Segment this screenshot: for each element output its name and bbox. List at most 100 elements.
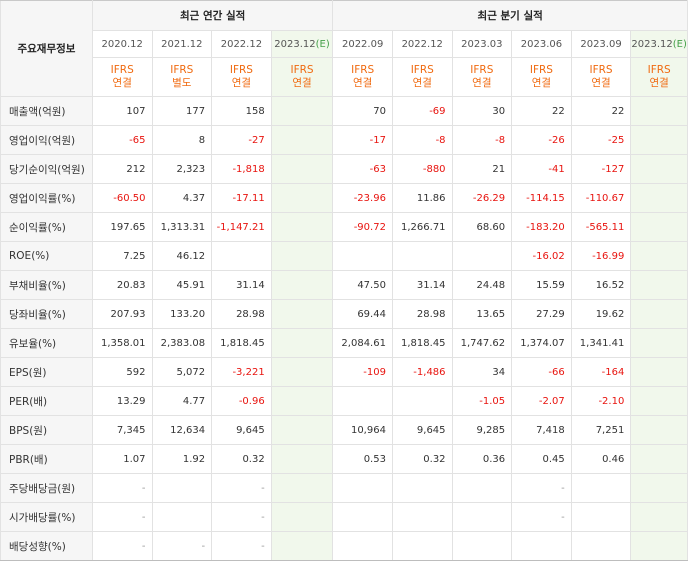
- value-cell: 1,747.62: [451, 328, 513, 358]
- estimate-mark: (E): [672, 38, 687, 50]
- value-cell: -109: [332, 357, 393, 387]
- value-cell: 2,383.08: [151, 328, 213, 358]
- value-cell: 0.45: [511, 444, 572, 474]
- value-cell: [630, 183, 688, 213]
- accounting-standard: IFRS: [229, 64, 253, 76]
- value-cell: 10,964: [332, 415, 393, 445]
- value-cell: [332, 241, 393, 271]
- row-label: 영업이익(억원): [0, 125, 93, 155]
- value-cell: 2,323: [151, 154, 213, 184]
- value-cell: 0.32: [391, 444, 453, 474]
- accounting-standard: IFRS: [170, 64, 194, 76]
- value-cell: 0.32: [211, 444, 272, 474]
- estimate-mark: (E): [315, 38, 330, 50]
- value-cell: 16.52: [570, 270, 632, 300]
- value-cell: 11.86: [391, 183, 453, 213]
- value-cell: -164: [570, 357, 632, 387]
- value-cell: 207.93: [91, 299, 153, 329]
- value-cell: 13.29: [91, 386, 153, 416]
- table-row: 순이익률(%) 197.65 1,313.31 -1,147.21 -90.72 1,26…: [0, 212, 688, 242]
- value-cell: 22: [570, 96, 632, 126]
- accounting-standard: IFRS: [589, 64, 613, 76]
- value-cell: -1,818: [211, 154, 272, 184]
- period-label: 2021.12: [161, 38, 203, 50]
- table-row: ROE(%) 7.25 46.12 -16.02 -16.99: [0, 241, 688, 271]
- consolidation-type: 연결: [412, 77, 432, 89]
- period-label: 2023.09: [580, 38, 622, 50]
- value-cell: [630, 96, 688, 126]
- row-label: PER(배): [0, 386, 93, 416]
- row-label: 배당성향(%): [0, 531, 93, 561]
- period-header-quarterly-5: 2023.12(E): [630, 30, 688, 58]
- value-cell: 12,634: [151, 415, 213, 445]
- value-cell: [630, 328, 688, 358]
- corner-label: 주요재무정보: [0, 0, 93, 97]
- basis-header-quarterly-2: IFRS 연결: [451, 57, 513, 97]
- value-cell: 133.20: [151, 299, 213, 329]
- period-label: 2022.12: [220, 38, 263, 50]
- period-label: 2022.09: [341, 38, 384, 50]
- value-cell: [630, 357, 688, 387]
- accounting-standard: IFRS: [110, 64, 134, 76]
- value-cell: 7,345: [91, 415, 153, 445]
- value-cell: 31.14: [211, 270, 272, 300]
- value-cell: 13.65: [451, 299, 513, 329]
- value-cell: [570, 502, 632, 532]
- value-cell: 28.98: [211, 299, 272, 329]
- period-label: 2023.12: [274, 38, 316, 50]
- table-row: PBR(배) 1.07 1.92 0.32 0.53 0.32 0.36 0.45 0.46: [0, 444, 688, 474]
- value-cell: -66: [511, 357, 572, 387]
- value-cell: -3,221: [211, 357, 272, 387]
- value-cell: [630, 444, 688, 474]
- value-cell: -: [151, 531, 213, 561]
- value-cell: -880: [391, 154, 453, 184]
- value-cell: -26: [511, 125, 572, 155]
- table-row: BPS(원) 7,345 12,634 9,645 10,964 9,645 9,285 7,…: [0, 415, 688, 445]
- value-cell: 28.98: [391, 299, 453, 329]
- value-cell: [270, 328, 334, 358]
- row-label: BPS(원): [0, 415, 93, 445]
- value-cell: [630, 212, 688, 242]
- consolidation-type: 연결: [649, 77, 669, 89]
- value-cell: -: [91, 473, 153, 503]
- period-header-quarterly-1: 2022.12: [391, 30, 453, 58]
- value-cell: 34: [451, 357, 513, 387]
- value-cell: 30: [451, 96, 513, 126]
- value-cell: 46.12: [151, 241, 213, 271]
- table-row: 시가배당률(%) - - -: [0, 502, 688, 532]
- value-cell: -17.11: [211, 183, 272, 213]
- table-row: 당기순이익(억원) 212 2,323 -1,818 -63 -880 21 -41 -127: [0, 154, 688, 184]
- value-cell: -1,486: [391, 357, 453, 387]
- basis-header-quarterly-4: IFRS 연결: [570, 57, 632, 97]
- row-label: 부채비율(%): [0, 270, 93, 300]
- accounting-standard: IFRS: [410, 64, 434, 76]
- value-cell: [391, 473, 453, 503]
- row-label: 당좌비율(%): [0, 299, 93, 329]
- value-cell: -565.11: [570, 212, 632, 242]
- value-cell: -16.02: [511, 241, 572, 271]
- value-cell: -16.99: [570, 241, 632, 271]
- value-cell: [391, 241, 453, 271]
- basis-header-annual-0: IFRS 연결: [91, 57, 153, 97]
- value-cell: [451, 241, 513, 271]
- value-cell: [630, 154, 688, 184]
- value-cell: 27.29: [511, 299, 572, 329]
- basis-header-quarterly-3: IFRS 연결: [511, 57, 572, 97]
- value-cell: -8: [451, 125, 513, 155]
- value-cell: [391, 386, 453, 416]
- value-cell: [391, 502, 453, 532]
- value-cell: [511, 531, 572, 561]
- value-cell: 1,313.31: [151, 212, 213, 242]
- table-row: 매출액(억원) 107 177 158 70 -69 30 22 22: [0, 96, 688, 126]
- value-cell: 197.65: [91, 212, 153, 242]
- value-cell: [332, 502, 393, 532]
- value-cell: -110.67: [570, 183, 632, 213]
- value-cell: [270, 444, 334, 474]
- table-row: EPS(원) 592 5,072 -3,221 -109 -1,486 34 -66 -164: [0, 357, 688, 387]
- value-cell: [151, 502, 213, 532]
- value-cell: [391, 531, 453, 561]
- value-cell: 31.14: [391, 270, 453, 300]
- value-cell: 7,418: [511, 415, 572, 445]
- row-label: 영업이익률(%): [0, 183, 93, 213]
